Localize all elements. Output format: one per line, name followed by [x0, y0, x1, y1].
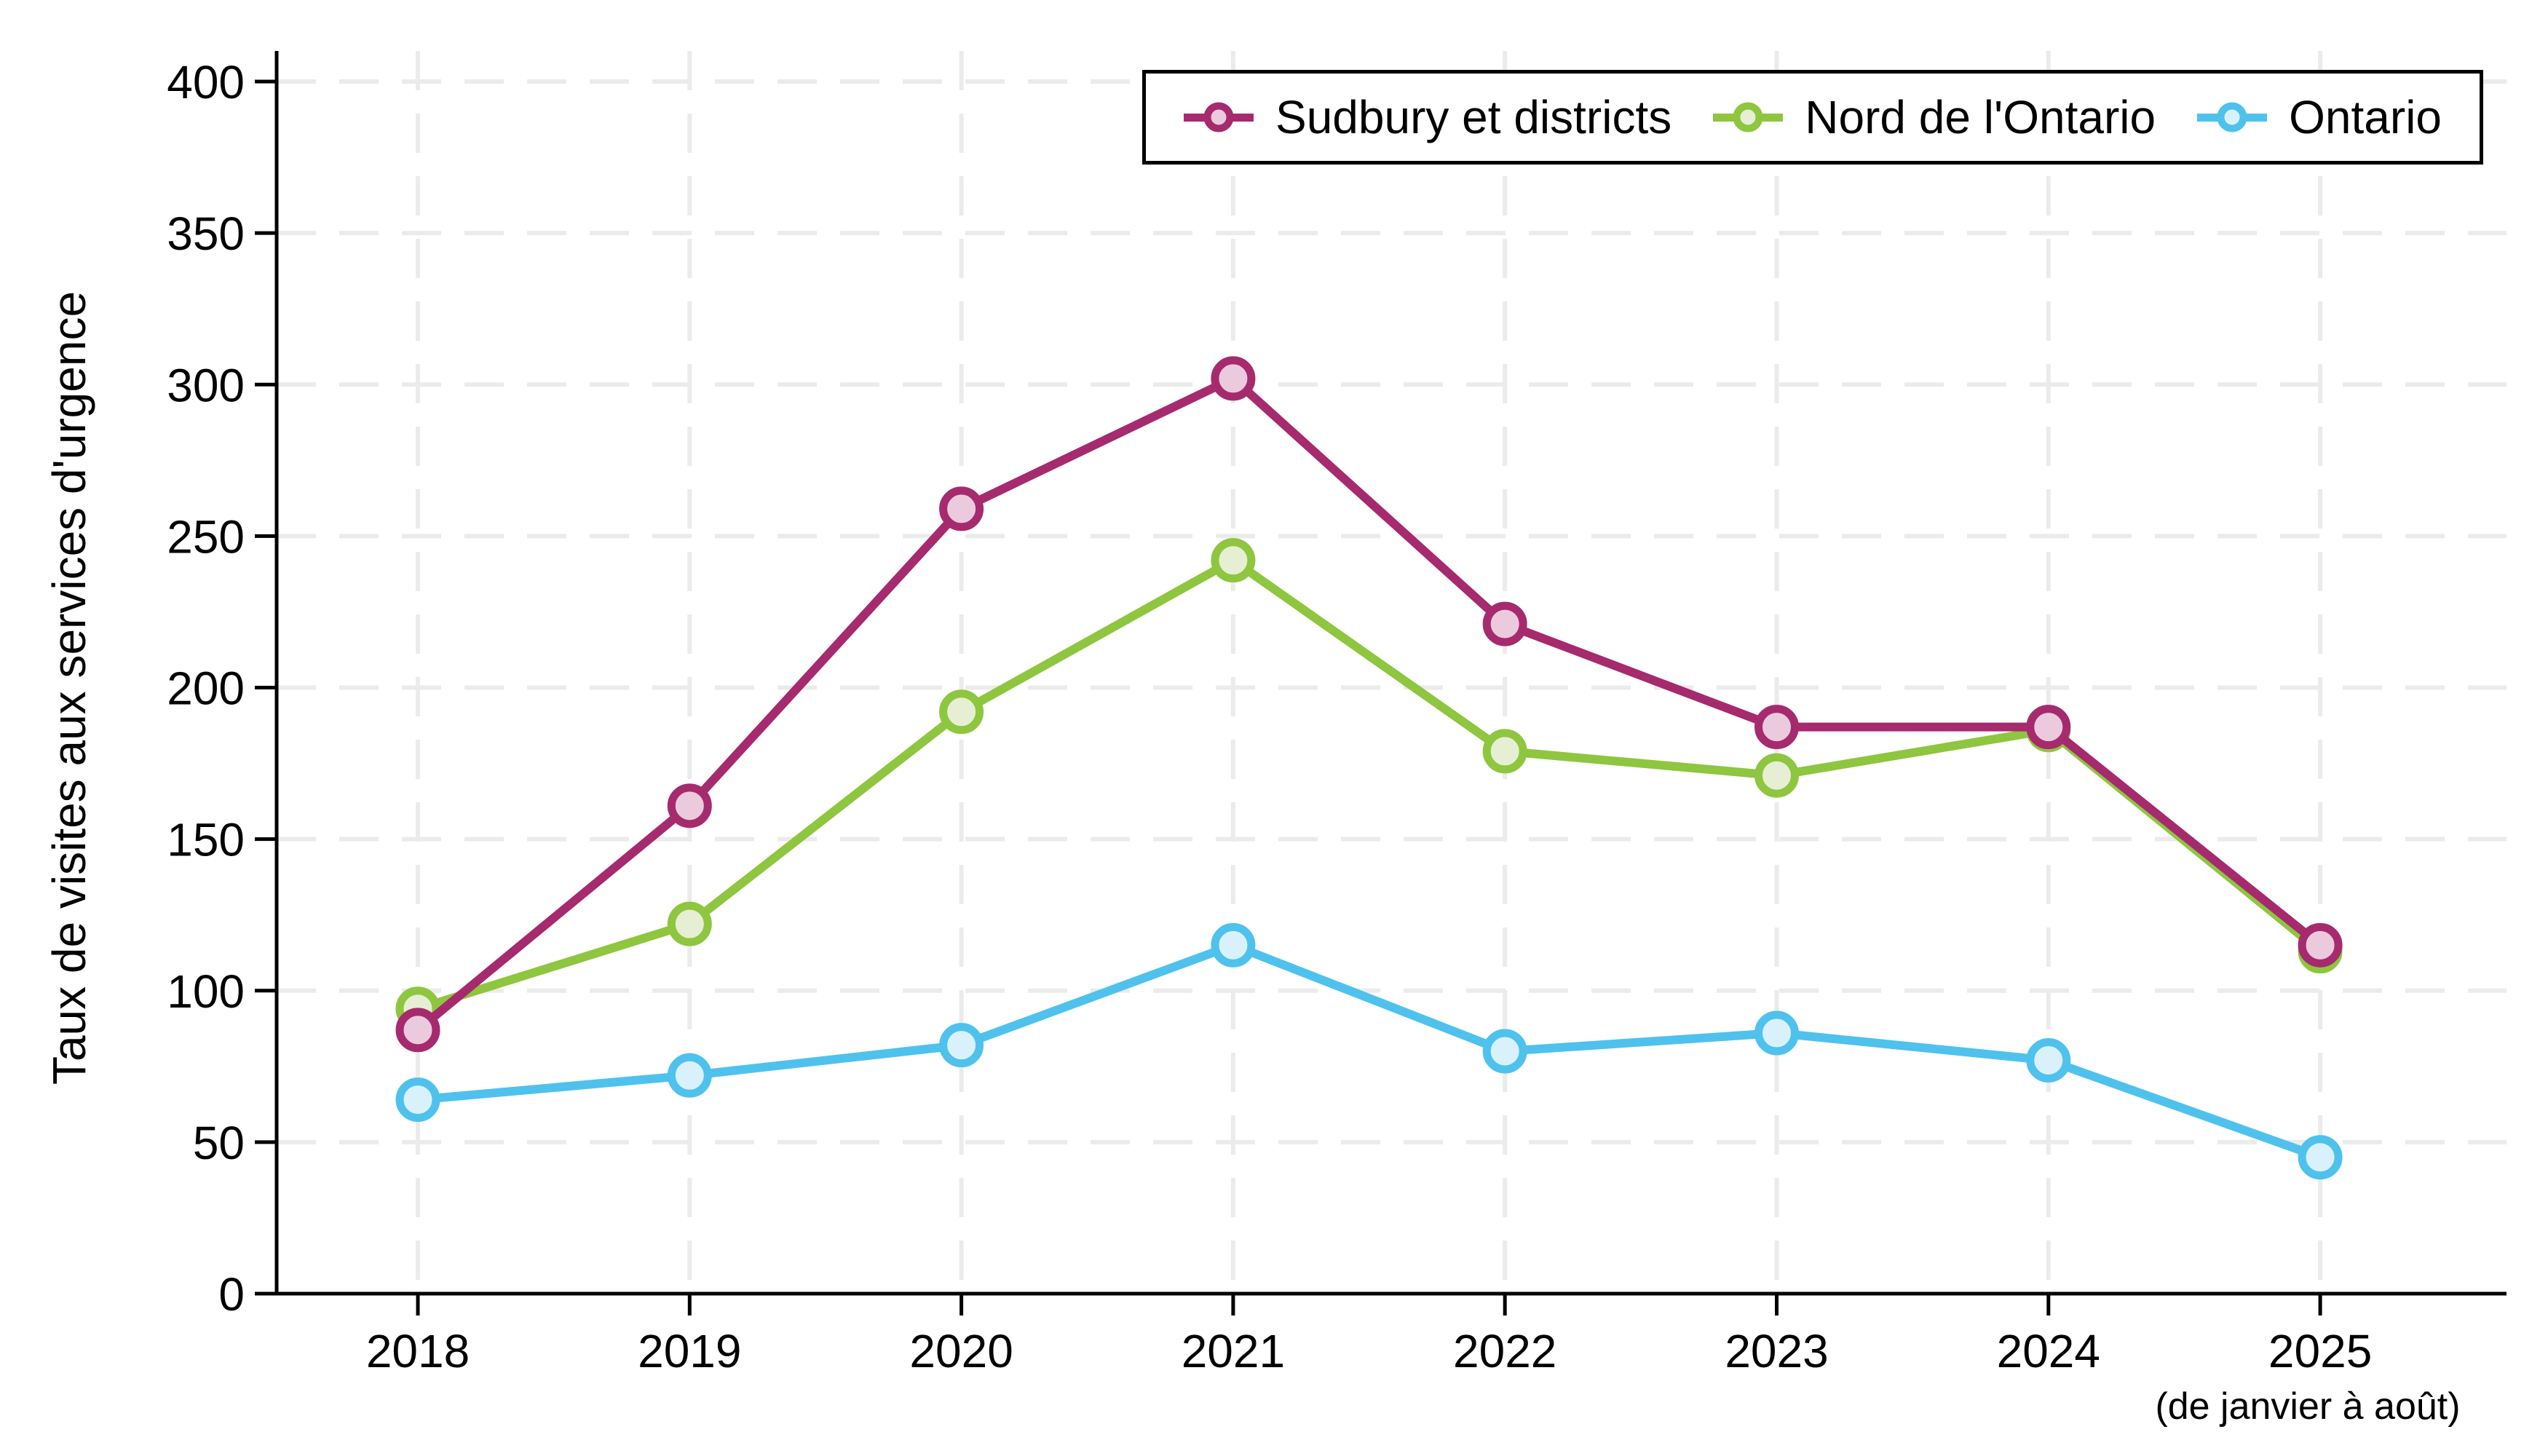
y-tick-label: 250: [167, 510, 245, 563]
data-point-marker: [1482, 729, 1527, 774]
legend-item-nord-de-l-ontario: Nord de l'Ontario: [1713, 90, 2156, 144]
x-tick-label: 2020: [909, 1325, 1013, 1377]
x-tick-label: 2019: [638, 1325, 741, 1377]
x-tick-label: 2021: [1182, 1325, 1285, 1377]
y-tick-label: 150: [167, 814, 245, 866]
data-point-marker: [667, 783, 712, 828]
nord-series-marker-icon: [1713, 101, 1784, 133]
y-tick-label: 350: [167, 207, 245, 260]
y-tick-label: 200: [167, 662, 245, 715]
legend-item-ontario: Ontario: [2197, 90, 2442, 144]
legend: Sudbury et districts Nord de l'Ontario O…: [1142, 70, 2483, 165]
data-point-marker: [2298, 1135, 2343, 1180]
x-tick-label: 2018: [366, 1325, 470, 1377]
sudbury-series-marker-icon: [1184, 101, 1254, 133]
data-point-marker: [2026, 1037, 2071, 1083]
y-tick-label: 400: [167, 56, 245, 108]
legend-item-sudbury-et-districts: Sudbury et districts: [1184, 90, 1671, 144]
x-axis-note: (de janvier à août): [2155, 1385, 2461, 1428]
series-line: [414, 555, 2325, 1013]
data-point-marker: [939, 1023, 984, 1068]
data-point-marker: [667, 901, 712, 946]
data-point-marker: [1211, 922, 1256, 968]
data-point-marker: [939, 689, 984, 735]
y-tick-label: 0: [218, 1268, 245, 1321]
y-tick-label: 100: [167, 965, 245, 1018]
data-point-marker: [395, 1008, 440, 1053]
x-tick-label: 2022: [1453, 1325, 1556, 1377]
data-point-marker: [1482, 1029, 1527, 1074]
series-line: [414, 941, 2325, 1162]
series-line: [414, 373, 2325, 1034]
data-point-marker: [1754, 1010, 1799, 1056]
data-point-marker: [1211, 356, 1256, 401]
data-point-marker: [1482, 601, 1527, 646]
data-point-marker: [1211, 538, 1256, 583]
data-point-marker: [1754, 753, 1799, 798]
legend-label-ontario: Ontario: [2289, 91, 2442, 143]
x-tick-label: 2023: [1725, 1325, 1828, 1377]
ontario-series-marker-icon: [2197, 101, 2268, 133]
y-tick-label: 300: [167, 359, 245, 411]
y-tick-label: 50: [193, 1117, 245, 1169]
x-tick-label: 2025: [2268, 1325, 2372, 1377]
data-point-marker: [2026, 705, 2071, 750]
data-point-marker: [395, 1077, 440, 1123]
data-point-marker: [2298, 922, 2343, 968]
y-axis-title: Taux de visites aux services d'urgence: [43, 290, 95, 1085]
data-point-marker: [667, 1053, 712, 1098]
data-point-marker: [939, 486, 984, 531]
legend-label-sudbury: Sudbury et districts: [1275, 91, 1672, 143]
data-point-marker: [1754, 705, 1799, 750]
legend-label-nord: Nord de l'Ontario: [1805, 91, 2156, 143]
x-tick-label: 2024: [1997, 1325, 2100, 1377]
